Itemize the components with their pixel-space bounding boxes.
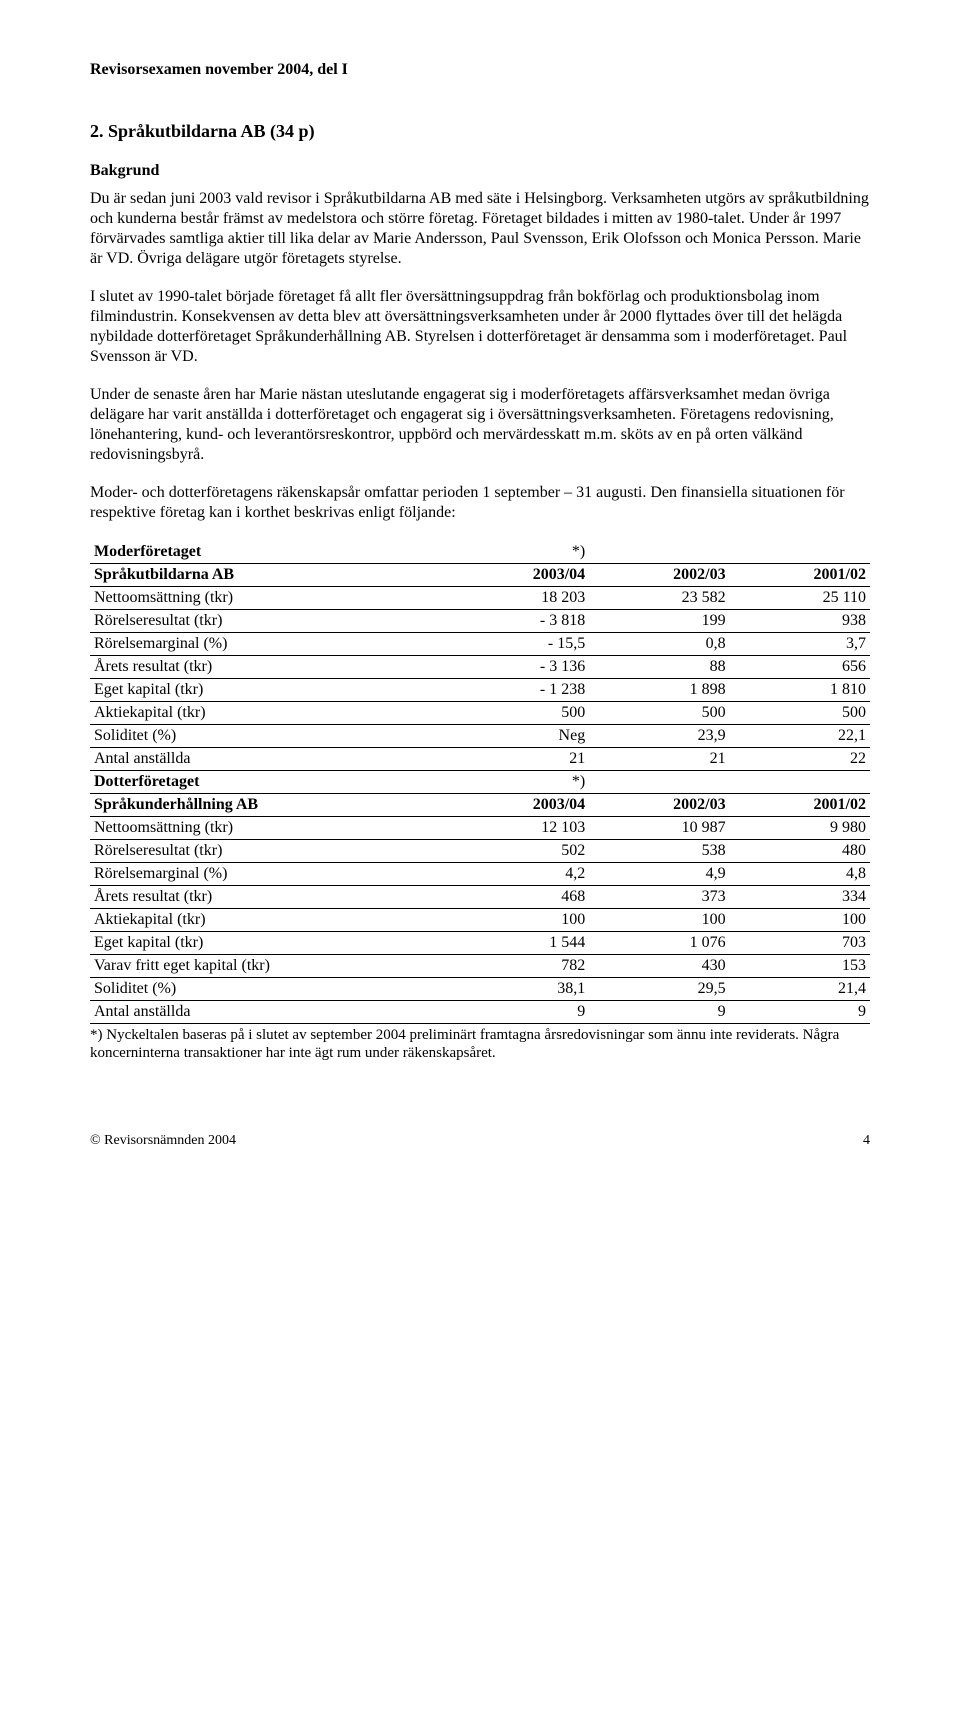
- table-label-cell: Årets resultat (tkr): [90, 885, 449, 908]
- table-label-cell: Rörelsemarginal (%): [90, 862, 449, 885]
- table-label-cell: Varav fritt eget kapital (tkr): [90, 954, 449, 977]
- table-value-cell: 9: [730, 1000, 870, 1023]
- table-label-cell: Soliditet (%): [90, 977, 449, 1000]
- table-value-cell: 199: [589, 609, 729, 632]
- table-value-cell: 22,1: [730, 724, 870, 747]
- table-value-cell: 334: [730, 885, 870, 908]
- table-value-cell: 782: [449, 954, 589, 977]
- table-value-cell: 1 544: [449, 931, 589, 954]
- table-label-cell: Rörelseresultat (tkr): [90, 839, 449, 862]
- paragraph: I slutet av 1990-talet började företaget…: [90, 287, 870, 367]
- table-value-cell: - 3 136: [449, 655, 589, 678]
- paragraph: Under de senaste åren har Marie nästan u…: [90, 385, 870, 465]
- table-value-cell: 1 810: [730, 678, 870, 701]
- table-value-cell: 2003/04: [449, 793, 589, 816]
- table-label-cell: Årets resultat (tkr): [90, 655, 449, 678]
- table-value-cell: *): [449, 770, 589, 793]
- table-label-cell: Dotterföretaget: [90, 770, 449, 793]
- table-label-cell: Soliditet (%): [90, 724, 449, 747]
- table-value-cell: 23,9: [589, 724, 729, 747]
- footer-page-number: 4: [863, 1132, 870, 1150]
- table-value-cell: 21: [589, 747, 729, 770]
- table-value-cell: 1 898: [589, 678, 729, 701]
- table-value-cell: 538: [589, 839, 729, 862]
- table-value-cell: 22: [730, 747, 870, 770]
- table-value-cell: 0,8: [589, 632, 729, 655]
- table-label-cell: Antal anställda: [90, 1000, 449, 1023]
- table-value-cell: 500: [589, 701, 729, 724]
- table-value-cell: 23 582: [589, 586, 729, 609]
- table-value-cell: 21,4: [730, 977, 870, 1000]
- table-value-cell: - 15,5: [449, 632, 589, 655]
- table-value-cell: 100: [449, 908, 589, 931]
- table-value-cell: 21: [449, 747, 589, 770]
- table-value-cell: 373: [589, 885, 729, 908]
- table-label-cell: Nettoomsättning (tkr): [90, 586, 449, 609]
- table-value-cell: [730, 541, 870, 564]
- table-value-cell: 88: [589, 655, 729, 678]
- table-value-cell: [589, 770, 729, 793]
- table-label-cell: Aktiekapital (tkr): [90, 908, 449, 931]
- table-value-cell: 480: [730, 839, 870, 862]
- table-value-cell: 2001/02: [730, 563, 870, 586]
- table-footnote: *) Nyckeltalen baseras på i slutet av se…: [90, 1026, 870, 1062]
- table-value-cell: 153: [730, 954, 870, 977]
- table-value-cell: 4,2: [449, 862, 589, 885]
- table-value-cell: 25 110: [730, 586, 870, 609]
- table-value-cell: *): [449, 541, 589, 564]
- financial-table: Moderföretaget*)Språkutbildarna AB2003/0…: [90, 541, 870, 1024]
- section-title: 2. Språkutbildarna AB (34 p): [90, 120, 870, 143]
- table-label-cell: Språkunderhållning AB: [90, 793, 449, 816]
- table-label-cell: Eget kapital (tkr): [90, 678, 449, 701]
- table-value-cell: 2002/03: [589, 563, 729, 586]
- table-value-cell: 468: [449, 885, 589, 908]
- table-label-cell: Nettoomsättning (tkr): [90, 816, 449, 839]
- table-value-cell: 10 987: [589, 816, 729, 839]
- table-label-cell: Aktiekapital (tkr): [90, 701, 449, 724]
- table-value-cell: 656: [730, 655, 870, 678]
- table-value-cell: 2003/04: [449, 563, 589, 586]
- table-value-cell: 100: [589, 908, 729, 931]
- table-value-cell: 2001/02: [730, 793, 870, 816]
- table-value-cell: 430: [589, 954, 729, 977]
- table-value-cell: 500: [730, 701, 870, 724]
- table-value-cell: - 1 238: [449, 678, 589, 701]
- subheading-bakgrund: Bakgrund: [90, 161, 870, 181]
- table-value-cell: 9 980: [730, 816, 870, 839]
- paragraph: Du är sedan juni 2003 vald revisor i Spr…: [90, 189, 870, 269]
- table-label-cell: Moderföretaget: [90, 541, 449, 564]
- table-value-cell: 938: [730, 609, 870, 632]
- table-value-cell: [730, 770, 870, 793]
- footer-copyright: © Revisorsnämnden 2004: [90, 1132, 236, 1150]
- table-value-cell: 2002/03: [589, 793, 729, 816]
- table-value-cell: 4,8: [730, 862, 870, 885]
- table-value-cell: [589, 541, 729, 564]
- page-header: Revisorsexamen november 2004, del I: [90, 60, 870, 80]
- table-value-cell: 38,1: [449, 977, 589, 1000]
- table-value-cell: 703: [730, 931, 870, 954]
- table-value-cell: 500: [449, 701, 589, 724]
- table-label-cell: Antal anställda: [90, 747, 449, 770]
- table-value-cell: 18 203: [449, 586, 589, 609]
- table-value-cell: 29,5: [589, 977, 729, 1000]
- table-label-cell: Rörelsemarginal (%): [90, 632, 449, 655]
- table-label-cell: Rörelseresultat (tkr): [90, 609, 449, 632]
- table-value-cell: 4,9: [589, 862, 729, 885]
- table-value-cell: 502: [449, 839, 589, 862]
- table-value-cell: Neg: [449, 724, 589, 747]
- table-value-cell: 12 103: [449, 816, 589, 839]
- table-value-cell: 100: [730, 908, 870, 931]
- table-label-cell: Språkutbildarna AB: [90, 563, 449, 586]
- table-value-cell: 1 076: [589, 931, 729, 954]
- table-value-cell: - 3 818: [449, 609, 589, 632]
- paragraph: Moder- och dotterföretagens räkenskapsår…: [90, 483, 870, 523]
- table-value-cell: 3,7: [730, 632, 870, 655]
- table-value-cell: 9: [589, 1000, 729, 1023]
- table-label-cell: Eget kapital (tkr): [90, 931, 449, 954]
- table-value-cell: 9: [449, 1000, 589, 1023]
